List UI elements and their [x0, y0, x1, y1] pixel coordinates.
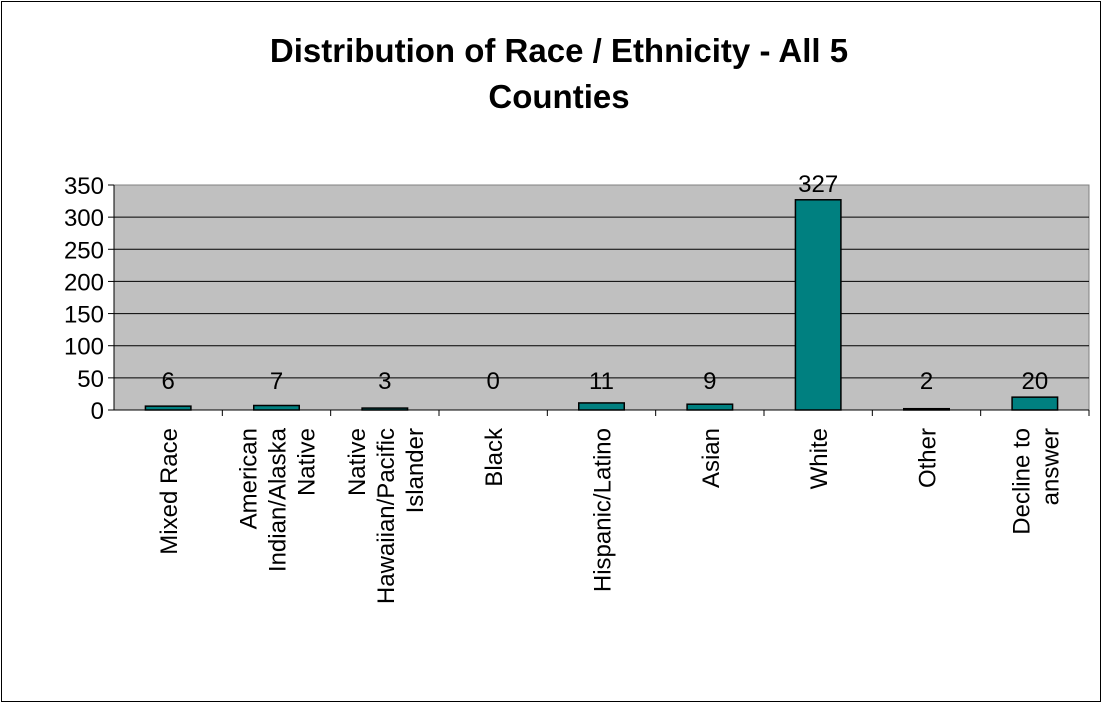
- x-category-label: American Indian/Alaska Native: [236, 427, 321, 572]
- data-label: 3: [378, 368, 391, 395]
- bar: [1012, 397, 1057, 410]
- y-tick-label: 200: [64, 269, 104, 296]
- x-category-label-line: Asian: [698, 428, 725, 488]
- x-category-label: Decline to answer: [1008, 428, 1064, 535]
- x-category-label-line: answer: [1037, 428, 1064, 505]
- x-category-label-line: Decline to: [1008, 428, 1035, 535]
- x-category-label-line: Hispanic/Latino: [590, 428, 617, 592]
- y-tick-label: 150: [64, 302, 104, 329]
- y-tick-label: 250: [64, 237, 104, 264]
- x-category-label: Black: [481, 427, 508, 487]
- data-label: 7: [270, 368, 283, 395]
- data-label: 11: [589, 368, 614, 395]
- x-category-label-line: Other: [915, 428, 942, 488]
- x-category-label-line: Native: [344, 428, 371, 496]
- data-label: 0: [486, 368, 499, 395]
- data-label: 6: [161, 368, 174, 395]
- y-tick-label: 350: [64, 173, 104, 200]
- y-tick-label: 0: [91, 398, 104, 425]
- x-category-label: Native Hawaiian/Pacific Islander: [344, 428, 429, 604]
- y-tick-label: 100: [64, 334, 104, 361]
- y-tick-label: 50: [77, 366, 104, 393]
- data-label: 20: [1021, 368, 1048, 395]
- data-label: 9: [703, 368, 716, 395]
- bar: [145, 406, 191, 410]
- x-category-label-line: Hawaiian/Pacific: [373, 428, 400, 604]
- chart-title-line-2: Counties: [488, 78, 629, 115]
- bar: [687, 404, 733, 410]
- data-label: 327: [798, 171, 838, 198]
- x-category-label: Asian: [698, 428, 725, 488]
- x-category-label: White: [806, 428, 833, 489]
- x-category-label-line: American: [236, 428, 263, 529]
- bar: [254, 406, 300, 411]
- x-category-label-line: Islander: [402, 428, 429, 513]
- x-category-label: Hispanic/Latino: [590, 428, 617, 592]
- y-tick-label: 300: [64, 205, 104, 232]
- x-category-label-line: Black: [481, 427, 508, 487]
- x-category-label-line: Native: [294, 428, 321, 496]
- x-category-label-line: Indian/Alaska: [265, 427, 292, 572]
- x-category-label: Mixed Race: [156, 428, 183, 555]
- bar: [579, 403, 625, 410]
- x-category-label-line: Mixed Race: [156, 428, 183, 555]
- x-category-label: Other: [915, 428, 942, 488]
- chart-title: Distribution of Race / Ethnicity - All 5…: [270, 32, 848, 115]
- x-category-label-line: White: [806, 428, 833, 489]
- chart-title-line-1: Distribution of Race / Ethnicity - All 5: [270, 32, 848, 69]
- y-axis: 0 50 100 150 200 250 300 350: [64, 173, 114, 425]
- x-axis: Mixed Race American Indian/Alaska Native Nat…: [114, 410, 1089, 604]
- bar: [795, 200, 841, 410]
- data-label: 2: [920, 368, 933, 395]
